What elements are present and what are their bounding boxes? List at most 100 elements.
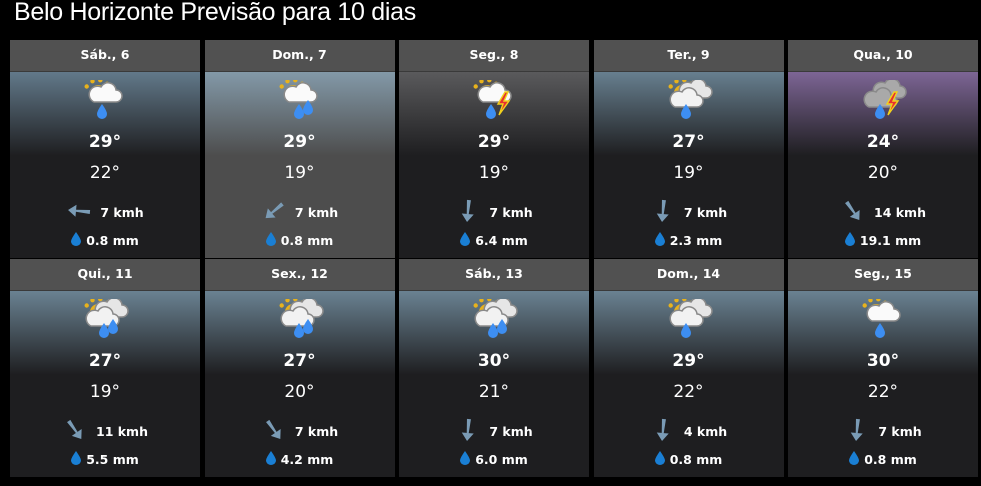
page-title: Belo Horizonte Previsão para 10 dias — [14, 0, 416, 26]
day-card[interactable]: Sex., 12 27° 20° 7 kmh 4.2 mm — [204, 259, 395, 477]
wind-arrow-icon — [66, 198, 92, 227]
wind: 7 kmh — [10, 198, 200, 227]
high-temp: 29° — [477, 132, 511, 152]
high-temp: 29° — [88, 132, 122, 152]
day-body: 27° 19° 11 kmh 5.5 mm — [10, 291, 200, 477]
day-card[interactable]: Qui., 11 27° 19° 11 kmh 5.5 mm — [10, 259, 200, 477]
partly-cloudy-thunderstorm-icon — [471, 78, 519, 122]
high-temp: 30° — [477, 351, 511, 371]
low-temp: 20° — [867, 163, 899, 183]
rain-amount: 6.0 mm — [475, 452, 528, 467]
rain-amount: 5.5 mm — [86, 452, 139, 467]
rain-drop-icon — [654, 232, 665, 249]
rain-amount: 0.8 mm — [669, 452, 723, 467]
day-card[interactable]: Dom., 14 29° 22° 4 kmh 0.8 mm — [593, 259, 784, 477]
rain-drop-icon — [265, 232, 276, 249]
rain-amount: 2.3 mm — [669, 233, 723, 248]
day-label: Qui., 11 — [10, 259, 200, 291]
day-card[interactable]: Qua., 10 24° 20° 14 kmh 19.1 mm — [788, 40, 978, 258]
low-temp: 22° — [867, 382, 899, 402]
wind: 7 kmh — [205, 198, 395, 227]
day-body: 27° 19° 7 kmh 2.3 mm — [593, 72, 784, 258]
wind-arrow-icon — [844, 417, 870, 446]
day-label: Qua., 10 — [788, 40, 978, 72]
wind-arrow-icon — [840, 198, 866, 227]
high-temp: 29° — [672, 351, 705, 371]
rain-amount: 0.8 mm — [86, 233, 139, 248]
wind-arrow-icon — [261, 417, 287, 446]
wind-arrow-icon — [62, 417, 88, 446]
wind-arrow-icon — [650, 417, 676, 446]
day-body: 29° 19° 7 kmh 6.4 mm — [399, 72, 589, 258]
low-temp: 21° — [478, 382, 510, 402]
wind-arrow-icon — [261, 198, 287, 227]
day-card[interactable]: Seg., 15 30° 22° 7 kmh 0.8 mm — [788, 259, 978, 477]
rain-drop-icon — [71, 232, 82, 249]
high-temp: 27° — [88, 351, 122, 371]
rain-amount: 0.8 mm — [280, 233, 334, 248]
rain-amount: 19.1 mm — [859, 233, 922, 248]
day-label: Seg., 8 — [399, 40, 589, 72]
day-card[interactable]: Sáb., 13 30° 21° 7 kmh 6.0 mm — [399, 259, 589, 477]
rain-drop-icon — [460, 451, 471, 468]
rain-amount: 0.8 mm — [864, 452, 917, 467]
day-card[interactable]: Ter., 9 27° 19° 7 kmh 2.3 mm — [593, 40, 784, 258]
day-label: Ter., 9 — [593, 40, 784, 72]
low-temp: 22° — [673, 382, 704, 402]
partly-cloudy-showers-icon — [277, 297, 325, 341]
precipitation: 6.0 mm — [399, 451, 589, 468]
wind: 7 kmh — [399, 417, 589, 446]
high-temp: 24° — [866, 132, 900, 152]
precipitation: 0.8 mm — [594, 451, 784, 468]
rain-drop-icon — [654, 451, 665, 468]
precipitation: 2.3 mm — [594, 232, 784, 249]
partly-cloudy-showers-icon — [277, 78, 325, 122]
day-card[interactable]: Sáb., 6 29° 22° 7 kmh 0.8 mm — [10, 40, 200, 258]
rain-amount: 4.2 mm — [280, 452, 334, 467]
precipitation: 19.1 mm — [788, 232, 978, 249]
day-body: 24° 20° 14 kmh 19.1 mm — [788, 72, 978, 258]
low-temp: 22° — [89, 163, 121, 183]
wind-arrow-icon — [455, 417, 481, 446]
day-label: Sáb., 6 — [10, 40, 200, 72]
precipitation: 5.5 mm — [10, 451, 200, 468]
rain-drop-icon — [265, 451, 276, 468]
wind: 4 kmh — [594, 417, 784, 446]
high-temp: 27° — [672, 132, 705, 152]
rain-drop-icon — [71, 451, 82, 468]
rain-drop-icon — [849, 451, 860, 468]
day-card[interactable]: Seg., 8 29° 19° 7 kmh 6.4 mm — [399, 40, 589, 258]
rain-amount: 6.4 mm — [475, 233, 528, 248]
day-body: 29° 22° 7 kmh 0.8 mm — [10, 72, 200, 258]
wind-speed: 7 kmh — [294, 205, 339, 220]
wind: 7 kmh — [788, 417, 978, 446]
rain-drop-icon — [460, 232, 471, 249]
precipitation: 0.8 mm — [10, 232, 200, 249]
low-temp: 20° — [284, 382, 315, 402]
rain-drop-icon — [844, 232, 855, 249]
day-body: 29° 19° 7 kmh 0.8 mm — [204, 72, 395, 258]
partly-cloudy-showers-icon — [82, 297, 130, 341]
low-temp: 19° — [284, 163, 315, 183]
partly-cloudy-rain-icon — [666, 78, 714, 122]
day-card[interactable]: Dom., 7 29° 19° 7 kmh 0.8 mm — [204, 40, 395, 258]
wind-arrow-icon — [455, 198, 481, 227]
wind-speed: 4 kmh — [683, 424, 728, 439]
thunderstorm-icon — [860, 78, 908, 122]
day-body: 29° 22° 4 kmh 0.8 mm — [593, 291, 784, 477]
day-label: Sex., 12 — [204, 259, 395, 291]
wind: 14 kmh — [788, 198, 978, 227]
day-label: Sáb., 13 — [399, 259, 589, 291]
day-label: Dom., 14 — [593, 259, 784, 291]
precipitation: 4.2 mm — [205, 451, 395, 468]
wind-speed: 7 kmh — [878, 424, 922, 439]
wind-speed: 7 kmh — [489, 424, 533, 439]
wind: 7 kmh — [594, 198, 784, 227]
wind-arrow-icon — [650, 198, 676, 227]
low-temp: 19° — [89, 382, 121, 402]
wind-speed: 7 kmh — [683, 205, 728, 220]
precipitation: 6.4 mm — [399, 232, 589, 249]
day-body: 30° 22° 7 kmh 0.8 mm — [788, 291, 978, 477]
day-body: 30° 21° 7 kmh 6.0 mm — [399, 291, 589, 477]
partly-cloudy-rain-icon — [860, 297, 908, 341]
